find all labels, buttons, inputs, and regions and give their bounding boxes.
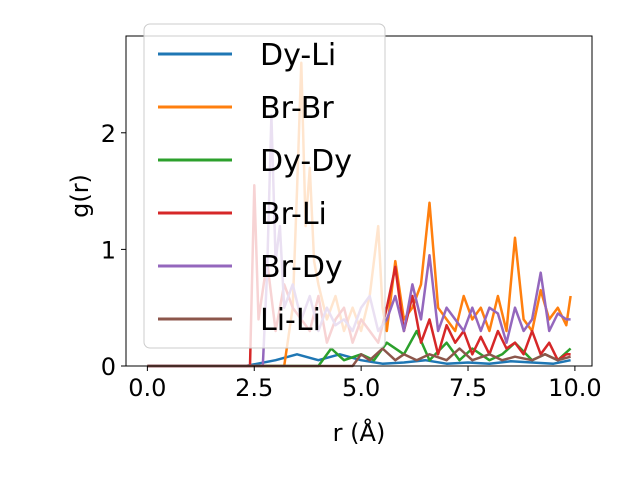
x-axis-label: r (Å) xyxy=(333,418,386,447)
x-tick-label: 5.0 xyxy=(342,374,380,402)
y-axis-label-group: g(r) xyxy=(66,174,94,218)
legend-entry-label: Br-Li xyxy=(260,197,327,232)
y-tick-label: 1 xyxy=(101,236,116,264)
legend: Dy-Li Br-Br Dy-Dy Br-Li Br-Dy Li-Li xyxy=(143,23,386,349)
ticks-layer: 0.0 2.5 5.0 7.5 10.0 0 1 2 xyxy=(101,120,602,402)
y-tick-label: 0 xyxy=(101,353,116,381)
x-tick-label: 2.5 xyxy=(235,374,273,402)
series-line-dy-li xyxy=(147,353,571,368)
y-axis-label: g(r) xyxy=(66,174,94,218)
series-line-li-li xyxy=(147,347,571,368)
x-tick-label: 0.0 xyxy=(128,374,166,402)
x-tick-label: 10.0 xyxy=(548,374,601,402)
legend-entry-label: Br-Dy xyxy=(260,250,343,285)
y-tick-label: 2 xyxy=(101,120,116,148)
legend-entry-label: Br-Br xyxy=(260,91,334,126)
x-tick-label: 7.5 xyxy=(449,374,487,402)
legend-entry-label: Li-Li xyxy=(260,303,321,338)
legend-entry-label: Dy-Li xyxy=(260,38,336,73)
legend-entry-label: Dy-Dy xyxy=(260,144,352,179)
